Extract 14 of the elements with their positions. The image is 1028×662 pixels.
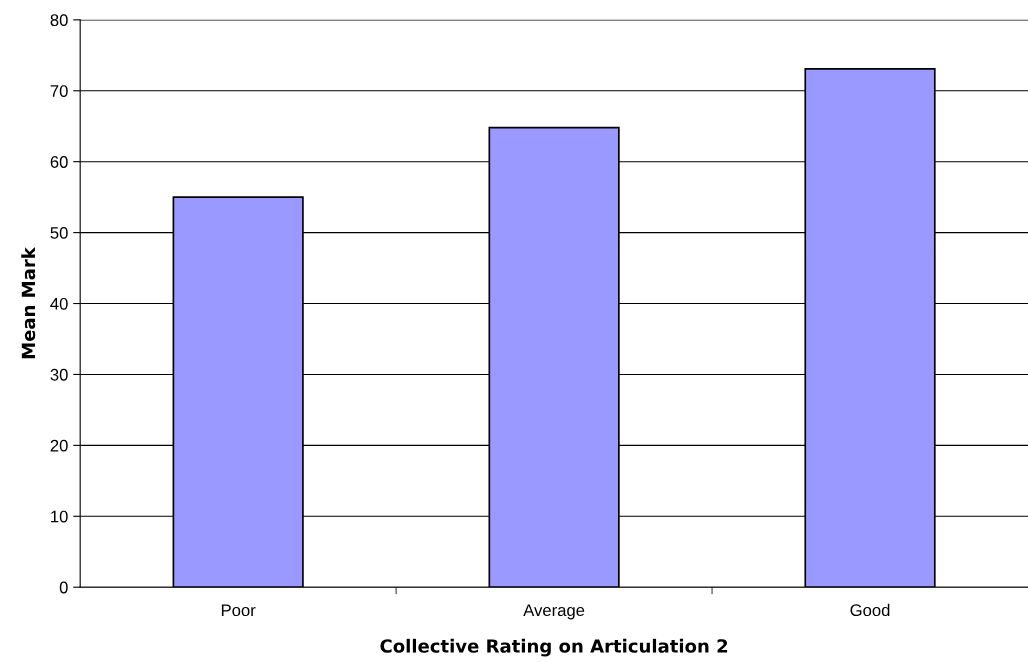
y-tick-label: 10: [51, 510, 68, 523]
x-tick-label: Average: [523, 604, 585, 620]
y-tick-label: 20: [50, 439, 68, 452]
y-axis-title: Mean Mark: [21, 246, 36, 359]
y-tick-label: 80: [50, 14, 68, 27]
y-tick-label: 40: [50, 297, 68, 310]
x-tick-label: Good: [850, 603, 890, 617]
y-tick-label: 30: [50, 368, 68, 381]
y-tick-label: 60: [50, 156, 68, 168]
x-tick-label: Poor: [221, 604, 256, 617]
x-axis-title: Collective Rating on Articulation 2: [380, 638, 728, 657]
y-tick-label: 70: [50, 85, 68, 97]
y-tick-label: 50: [50, 227, 68, 239]
y-tick-label: 0: [59, 581, 68, 594]
